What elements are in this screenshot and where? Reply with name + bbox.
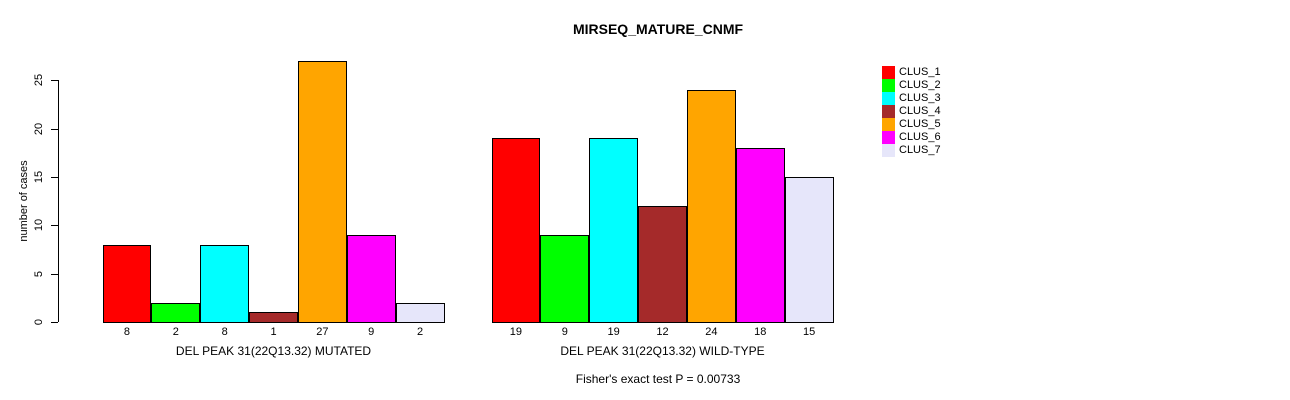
bar-value-label: 8 xyxy=(221,326,228,338)
bar-clus_1-group1 xyxy=(102,244,152,323)
bar-value-label: 19 xyxy=(607,326,620,338)
bar-clus_6-group2 xyxy=(735,147,785,323)
bar-clus_2-group2 xyxy=(540,234,590,323)
bar-clus_4-group2 xyxy=(638,205,687,323)
legend-label: CLUS_6 xyxy=(899,131,941,143)
legend-swatch-icon xyxy=(882,105,895,118)
legend-item: CLUS_2 xyxy=(882,79,941,92)
bar-clus_7-group1 xyxy=(395,302,445,323)
legend-swatch-icon xyxy=(882,66,895,79)
y-tick-label: 15 xyxy=(33,170,45,184)
y-tick-mark xyxy=(51,273,58,275)
legend-swatch-icon xyxy=(882,92,895,105)
y-tick-label: 0 xyxy=(33,318,45,326)
bar-clus_5-group1 xyxy=(297,60,347,323)
bar-value-label: 19 xyxy=(509,326,523,338)
y-tick-label: 20 xyxy=(33,122,45,135)
bar-value-label: 9 xyxy=(561,326,568,338)
bar-value-label: 1 xyxy=(270,326,277,338)
bar-clus_6-group1 xyxy=(346,234,396,323)
bar-value-label: 2 xyxy=(417,326,424,338)
legend-label: CLUS_7 xyxy=(899,144,941,156)
y-tick-label: 5 xyxy=(33,270,45,277)
legend-item: CLUS_6 xyxy=(882,131,941,144)
footnote-text: Fisher's exact test P = 0.00733 xyxy=(575,372,741,386)
bar-clus_7-group2 xyxy=(784,176,834,323)
bar-clus_3-group2 xyxy=(589,138,639,323)
legend-label: CLUS_2 xyxy=(899,79,941,91)
bar-value-label: 24 xyxy=(705,326,718,338)
bar-clus_3-group1 xyxy=(200,244,250,323)
legend-swatch-icon xyxy=(882,118,895,131)
legend: CLUS_1 CLUS_2 CLUS_3 CLUS_4 CLUS_5 CLUS_6 CLUS… xyxy=(882,66,941,157)
legend-item: CLUS_5 xyxy=(882,118,941,131)
y-tick-mark xyxy=(51,225,58,227)
y-tick-mark xyxy=(51,176,58,178)
legend-label: CLUS_3 xyxy=(899,92,941,104)
legend-label: CLUS_1 xyxy=(899,66,941,78)
chart-title: MIRSEQ_MATURE_CNMF xyxy=(572,21,744,37)
y-tick-mark xyxy=(51,80,58,82)
y-tick-mark xyxy=(51,322,58,323)
y-tick-label: 10 xyxy=(33,219,45,232)
bar-value-label: 9 xyxy=(368,326,375,338)
bar-value-label: 2 xyxy=(172,326,179,338)
bar-value-label: 12 xyxy=(656,326,669,338)
legend-swatch-icon xyxy=(882,131,895,144)
bar-value-label: 8 xyxy=(123,326,130,338)
bar-clus_4-group1 xyxy=(249,312,298,323)
x-group-label: DEL PEAK 31(22Q13.32) MUTATED xyxy=(175,344,372,358)
bar-clus_1-group2 xyxy=(491,138,541,323)
legend-label: CLUS_4 xyxy=(899,105,941,117)
legend-swatch-icon xyxy=(882,79,895,92)
legend-swatch-icon xyxy=(882,144,895,157)
legend-item: CLUS_4 xyxy=(882,105,941,118)
bar-clus_5-group2 xyxy=(686,89,736,323)
legend-label: CLUS_5 xyxy=(899,118,941,130)
legend-item: CLUS_3 xyxy=(882,92,941,105)
y-axis-label: number of cases xyxy=(18,160,30,242)
y-tick-mark xyxy=(51,128,58,130)
legend-item: CLUS_1 xyxy=(882,66,941,79)
legend-item: CLUS_7 xyxy=(882,144,941,157)
x-group-label: DEL PEAK 31(22Q13.32) WILD-TYPE xyxy=(560,344,765,358)
y-tick-label: 25 xyxy=(33,74,45,87)
y-axis-line xyxy=(58,80,59,322)
bar-value-label: 15 xyxy=(802,326,816,338)
bar-clus_2-group1 xyxy=(151,302,201,323)
bar-value-label: 18 xyxy=(754,326,767,338)
bar-value-label: 27 xyxy=(316,326,329,338)
